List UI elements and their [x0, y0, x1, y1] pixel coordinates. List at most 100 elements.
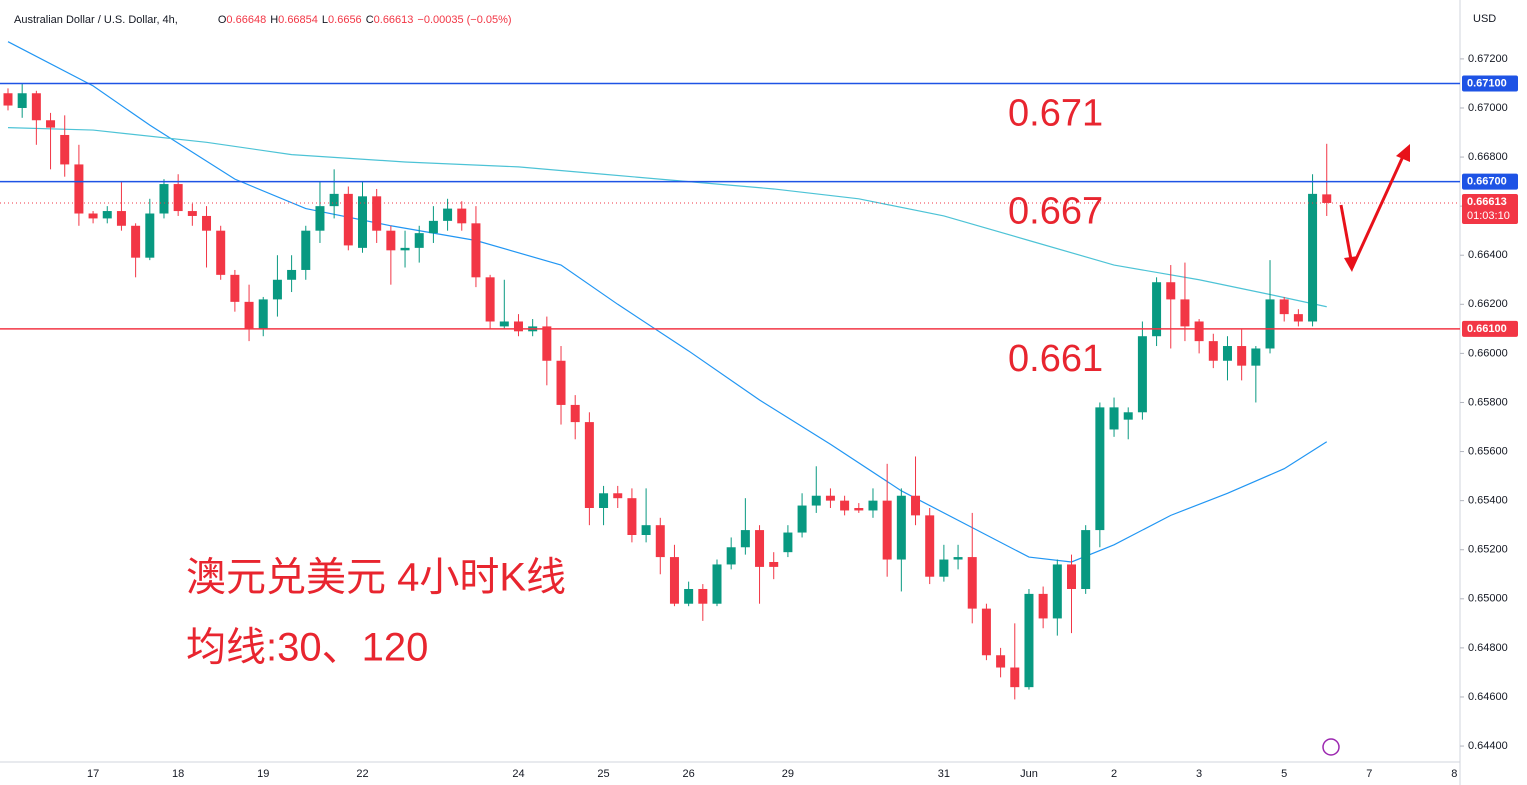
candle-body [684, 588, 694, 604]
candle-body [102, 211, 112, 219]
candle-body [1194, 321, 1204, 342]
candle-body [287, 269, 297, 280]
candle-body [911, 495, 921, 516]
currency: USD [1473, 13, 1496, 25]
x-tick-label: 25 [597, 768, 609, 780]
candle-body [981, 608, 991, 656]
y-tick-label: 0.64800 [1468, 642, 1508, 654]
x-tick-label: 29 [782, 768, 794, 780]
candle-body [116, 211, 126, 226]
candle-body [556, 360, 566, 405]
candle-body [584, 422, 594, 508]
candle-body [315, 206, 325, 231]
candle-body [1123, 412, 1133, 420]
icon[interactable] [1322, 738, 1340, 756]
candle-body [641, 525, 651, 535]
line-annotation: 0.671 [1008, 92, 1103, 134]
candle-body [996, 655, 1006, 668]
header-text: Australian Dollar / U.S. Dollar, 4h, [14, 14, 178, 26]
x-tick-label: 8 [1451, 768, 1457, 780]
candle-body [386, 230, 396, 251]
candle-body [840, 500, 850, 511]
header-text: H [270, 14, 278, 26]
y-tick-label: 0.67000 [1468, 102, 1508, 114]
header-text: C [366, 14, 374, 26]
candle-body [145, 213, 155, 258]
x-tick-label: 17 [87, 768, 99, 780]
candle-body [513, 321, 523, 332]
moving-average [7, 41, 1328, 563]
candle-body [1010, 667, 1020, 688]
candle-body [1293, 314, 1303, 322]
candle-body [1208, 341, 1218, 361]
candle-body [272, 279, 282, 300]
y-tick-label: 0.64400 [1468, 740, 1508, 752]
candle-body [1180, 299, 1190, 327]
x-tick-label: 18 [172, 768, 184, 780]
candle-body [570, 404, 580, 423]
line-annotation: 0.661 [1008, 338, 1103, 380]
candle-body [740, 530, 750, 548]
arrows [1339, 144, 1410, 272]
x-tick-label: 3 [1196, 768, 1202, 780]
candle-body [230, 274, 240, 302]
annotation: 均线:30、120 [186, 626, 428, 670]
candle-body [1222, 346, 1232, 361]
candle-body [967, 557, 977, 609]
candle-body [599, 493, 609, 508]
candle-body [1279, 299, 1289, 315]
header-text: 0.66613 [374, 14, 414, 26]
y-tick-label: 0.65800 [1468, 396, 1508, 408]
candle-body [400, 247, 410, 251]
candle-body [131, 225, 141, 258]
candle-body [258, 299, 268, 329]
candle-body [329, 193, 339, 207]
price-tag-label: 0.66613 [1467, 196, 1507, 208]
y-tick-label: 0.66200 [1468, 298, 1508, 310]
candle-body [202, 215, 212, 231]
x-tick-label: 19 [257, 768, 269, 780]
arrow [1350, 151, 1407, 269]
y-tick-label: 0.66400 [1468, 249, 1508, 261]
candle-body [31, 93, 41, 121]
price-tag-label: 0.66100 [1467, 323, 1507, 335]
price-tag [1462, 193, 1518, 224]
candle-body [216, 230, 226, 275]
header: Australian Dollar / U.S. Dollar, 4h, O 0.6… [14, 14, 512, 26]
header-text: 0.66854 [278, 14, 318, 26]
x-tick-label: 7 [1366, 768, 1372, 780]
candle-body [726, 547, 736, 565]
countdown: 01:03:10 [1467, 210, 1510, 222]
candle-body [457, 208, 467, 224]
candle-body [1024, 593, 1034, 688]
candle-body [1265, 299, 1275, 349]
candle-body [74, 164, 84, 214]
candle-body [358, 196, 367, 248]
candle-body [1137, 336, 1147, 413]
candle-body [896, 495, 906, 560]
x-tick-label: 22 [356, 768, 368, 780]
candle-body [471, 223, 481, 278]
y-tick-label: 0.64600 [1468, 691, 1508, 703]
candle-body [17, 93, 27, 108]
candle-body [173, 184, 183, 212]
x-tick-label: 5 [1281, 768, 1287, 780]
candle-body [542, 326, 552, 361]
y-tick-label: 0.66800 [1468, 151, 1508, 163]
candle-body [1308, 193, 1318, 322]
candle-body [698, 588, 708, 604]
y-tick-label: 0.65200 [1468, 544, 1508, 556]
candle-body [712, 564, 722, 604]
candle-body [797, 505, 807, 533]
candle-body [939, 559, 949, 577]
header-text: 0.66648 [226, 14, 266, 26]
candle-body [1109, 407, 1119, 430]
candle-body [627, 498, 637, 535]
y-tick-label: 0.65000 [1468, 593, 1508, 605]
candle-body [343, 193, 353, 246]
arrow [1339, 204, 1354, 266]
candle-body [1081, 530, 1091, 589]
plot [0, 41, 1460, 700]
